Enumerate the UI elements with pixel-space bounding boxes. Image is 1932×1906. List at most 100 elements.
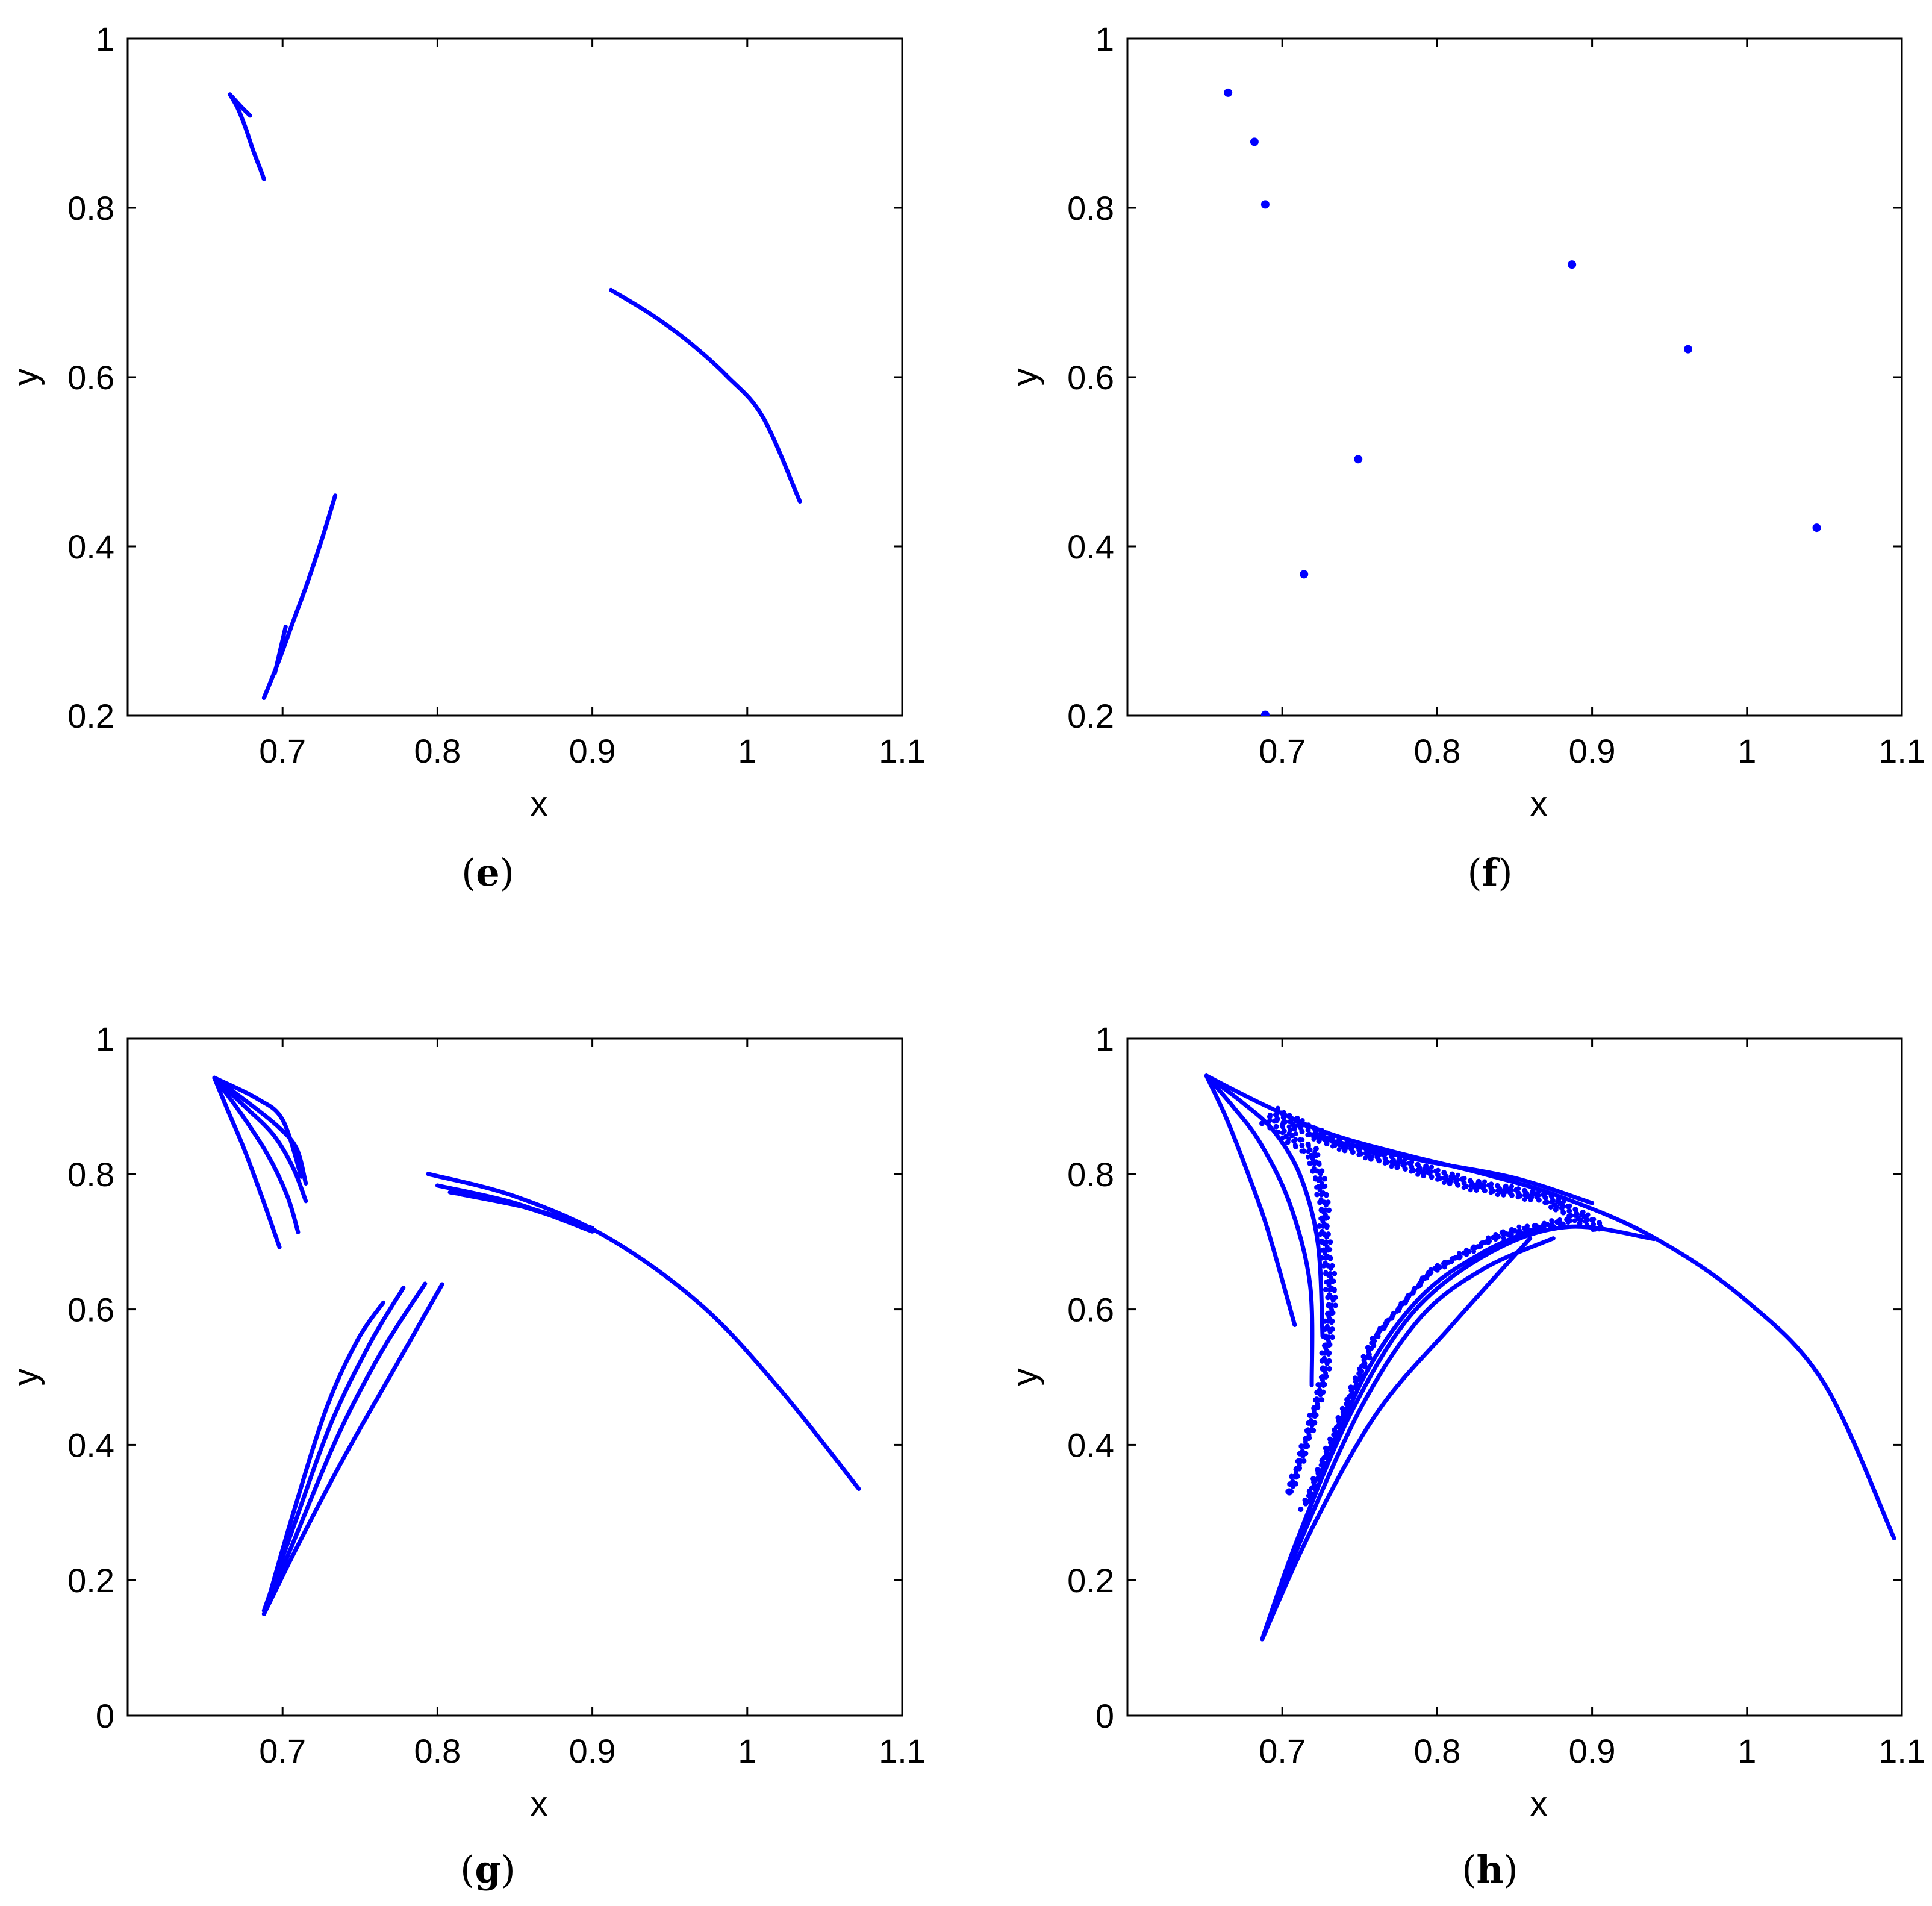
band-dot bbox=[1508, 1233, 1514, 1239]
band-dot bbox=[1435, 1167, 1441, 1173]
band-dot bbox=[1306, 1149, 1311, 1154]
band-dot bbox=[1330, 1298, 1336, 1303]
band-dot bbox=[1585, 1212, 1591, 1217]
band-dot bbox=[1332, 1270, 1338, 1276]
band-dot bbox=[1300, 1137, 1305, 1143]
series-curve bbox=[458, 1192, 595, 1231]
band-dot bbox=[1448, 1258, 1454, 1264]
plot-frame bbox=[1126, 37, 1903, 717]
band-dot bbox=[1319, 1255, 1325, 1261]
band-dot bbox=[1325, 1215, 1330, 1220]
band-dot bbox=[1416, 1284, 1421, 1289]
band-dot bbox=[1321, 1383, 1326, 1389]
panel-caption: (h) bbox=[1462, 1848, 1518, 1892]
band-dot bbox=[1368, 1156, 1374, 1162]
band-dot bbox=[1528, 1227, 1534, 1233]
band-dot bbox=[1316, 1178, 1321, 1183]
y-tick-label: 0.2 bbox=[1067, 1561, 1114, 1599]
band-dot bbox=[1394, 1164, 1400, 1170]
plot-area bbox=[1204, 1073, 1896, 1642]
band-dot bbox=[1568, 1213, 1574, 1219]
band-dot bbox=[1315, 1152, 1321, 1158]
band-dot bbox=[1350, 1144, 1355, 1149]
band-dot bbox=[1369, 1340, 1374, 1346]
band-dot bbox=[1577, 1220, 1583, 1226]
y-tick-label: 0.6 bbox=[67, 1291, 114, 1329]
band-dot bbox=[1501, 1236, 1506, 1241]
band-dot bbox=[1466, 1249, 1472, 1255]
data-point bbox=[1684, 345, 1693, 354]
panel-f: 0.7 0.8 0.9 1 1.1 0.2 0.4 0.6 0.8 1 x y (f) bbox=[1006, 20, 1925, 895]
band-dot bbox=[1326, 1366, 1332, 1372]
series-curve bbox=[1204, 1073, 1315, 1387]
band-dot bbox=[1376, 1148, 1382, 1154]
band-dot bbox=[1332, 1302, 1338, 1308]
y-tick-label: 0.2 bbox=[1067, 697, 1114, 735]
band-dot bbox=[1442, 1264, 1447, 1270]
x-tick-label: 1 bbox=[1737, 1732, 1756, 1770]
band-dot bbox=[1301, 1458, 1307, 1464]
band-dot bbox=[1300, 1123, 1305, 1128]
band-dot bbox=[1536, 1193, 1541, 1198]
band-dot bbox=[1299, 1143, 1304, 1148]
band-dot bbox=[1286, 1490, 1292, 1496]
band-dot bbox=[1597, 1226, 1602, 1232]
data-point bbox=[1260, 200, 1270, 209]
band-dot bbox=[1495, 1192, 1500, 1198]
band-dot bbox=[1352, 1375, 1358, 1381]
band-dot bbox=[1324, 1361, 1330, 1366]
band-dot bbox=[1291, 1126, 1297, 1132]
y-tick-label: 0.2 bbox=[67, 1561, 114, 1599]
band-dot bbox=[1428, 1269, 1434, 1275]
band-dot bbox=[1560, 1221, 1566, 1227]
band-dot bbox=[1495, 1234, 1501, 1240]
band-dot bbox=[1437, 1264, 1443, 1270]
x-tick-label: 1 bbox=[738, 732, 756, 770]
band-dot bbox=[1316, 1138, 1322, 1144]
band-dot bbox=[1455, 1182, 1461, 1188]
band-dot bbox=[1315, 1169, 1320, 1174]
band-dot bbox=[1359, 1363, 1364, 1369]
band-dot bbox=[1441, 1180, 1447, 1186]
band-dot bbox=[1389, 1314, 1395, 1320]
band-dot bbox=[1330, 1310, 1336, 1316]
x-tick-label: 0.7 bbox=[1259, 732, 1306, 770]
band-dot bbox=[1322, 1176, 1328, 1182]
data-point bbox=[1812, 523, 1821, 533]
series-curve bbox=[1268, 1222, 1548, 1623]
y-tick-label: 1 bbox=[96, 20, 114, 58]
band-dot bbox=[1332, 1142, 1338, 1148]
plot-frame bbox=[126, 37, 903, 717]
band-dot bbox=[1317, 1199, 1323, 1205]
band-dot bbox=[1317, 1223, 1323, 1229]
y-tick-label: 0.2 bbox=[67, 697, 114, 735]
y-tick-label: 0 bbox=[1095, 1697, 1114, 1735]
data-point bbox=[1260, 710, 1270, 716]
band-dot bbox=[1344, 1401, 1349, 1407]
band-dot bbox=[1275, 1105, 1280, 1111]
plot-frame bbox=[126, 1037, 903, 1717]
band-dot bbox=[1544, 1199, 1550, 1205]
data-point bbox=[1354, 455, 1363, 464]
series-curve bbox=[272, 625, 288, 676]
x-tick-label: 1.1 bbox=[1878, 732, 1925, 770]
band-dot bbox=[1293, 1137, 1298, 1142]
plot-frame bbox=[1126, 1037, 1903, 1717]
band-dot bbox=[1591, 1217, 1597, 1222]
band-dot bbox=[1290, 1484, 1295, 1489]
y-tick-label: 0.4 bbox=[1067, 528, 1114, 566]
x-tick-label: 0.9 bbox=[1569, 1732, 1616, 1770]
series-curve bbox=[229, 94, 252, 118]
y-axis-label: y bbox=[6, 369, 45, 386]
y-axis-label: y bbox=[1006, 1369, 1045, 1386]
band-dot bbox=[1315, 1467, 1321, 1473]
band-dot bbox=[1419, 1275, 1426, 1281]
data-point bbox=[1250, 137, 1259, 146]
x-axis-label: x bbox=[531, 1784, 548, 1823]
band-dot bbox=[1560, 1210, 1566, 1216]
band-dot bbox=[1310, 1168, 1316, 1174]
band-dot bbox=[1274, 1124, 1279, 1130]
band-dot bbox=[1518, 1230, 1524, 1236]
band-dot bbox=[1429, 1164, 1435, 1170]
band-dot bbox=[1489, 1181, 1494, 1187]
